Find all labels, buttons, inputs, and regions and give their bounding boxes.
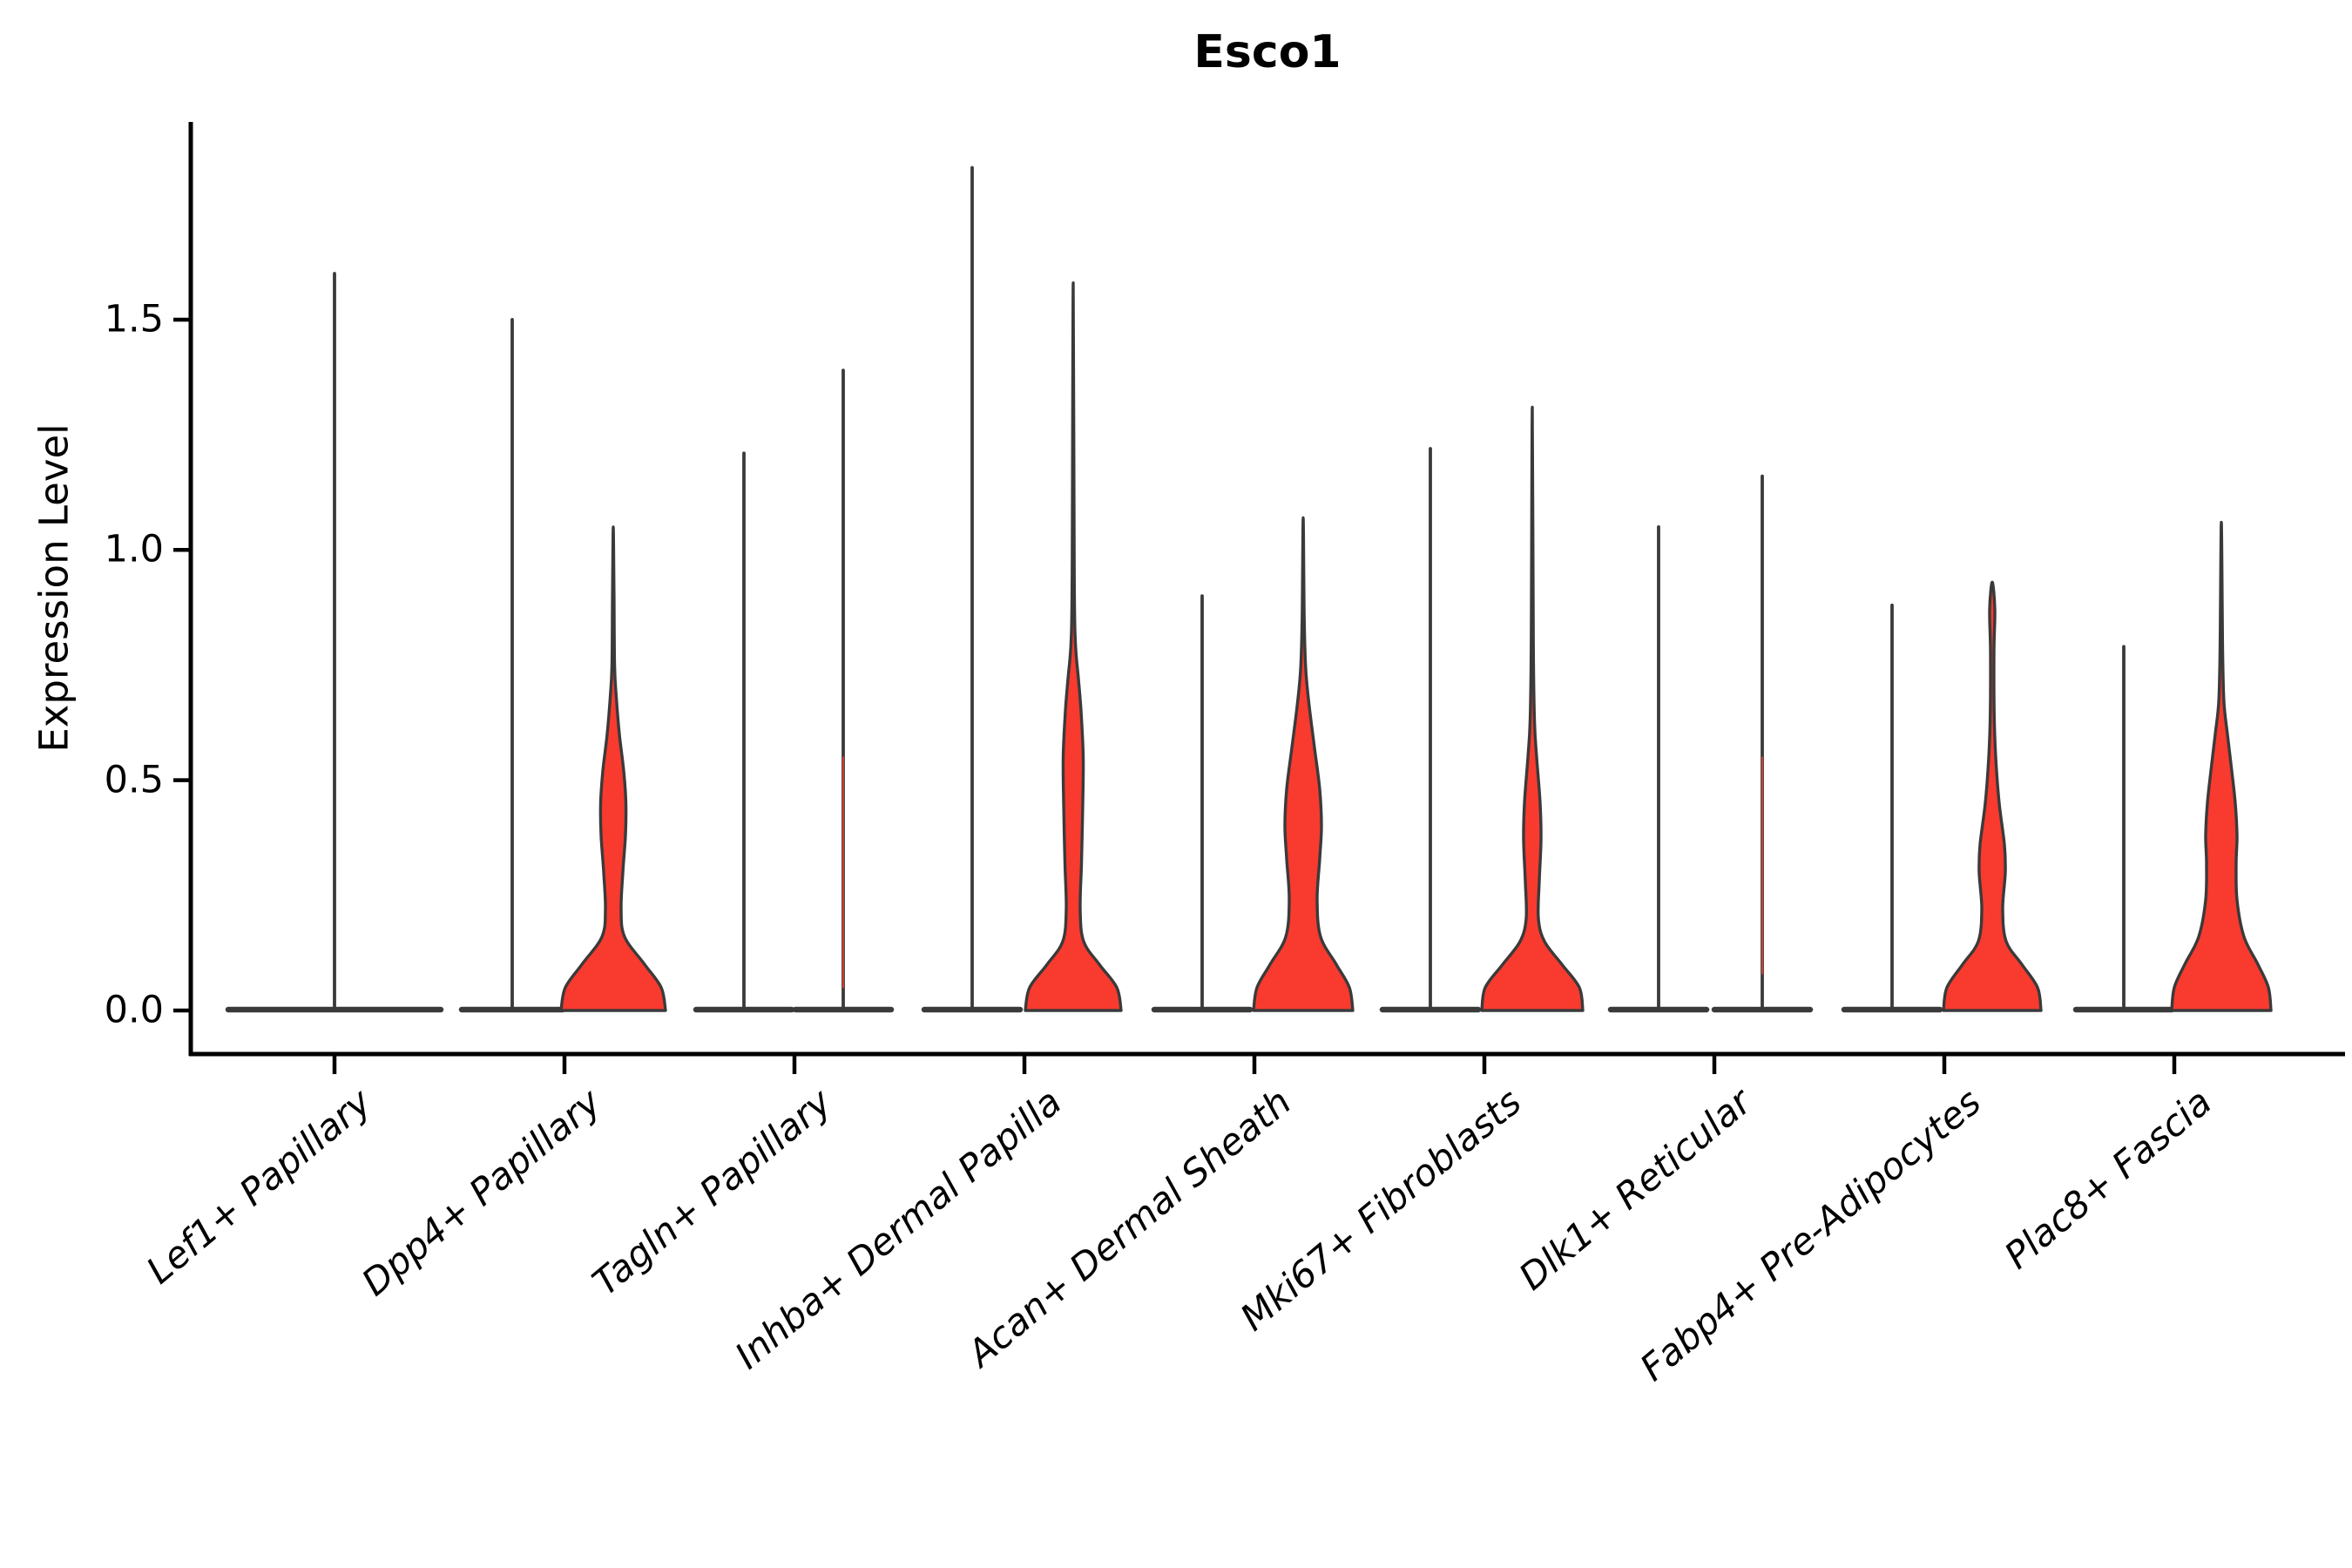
ytick-label-0.0: 0.0 — [104, 988, 164, 1032]
ytick-label-1.5: 1.5 — [104, 297, 164, 341]
chart-title: Esco1 — [1193, 26, 1342, 78]
ytick-label-1.0: 1.0 — [104, 527, 164, 571]
ytick-label-0.5: 0.5 — [104, 758, 164, 802]
